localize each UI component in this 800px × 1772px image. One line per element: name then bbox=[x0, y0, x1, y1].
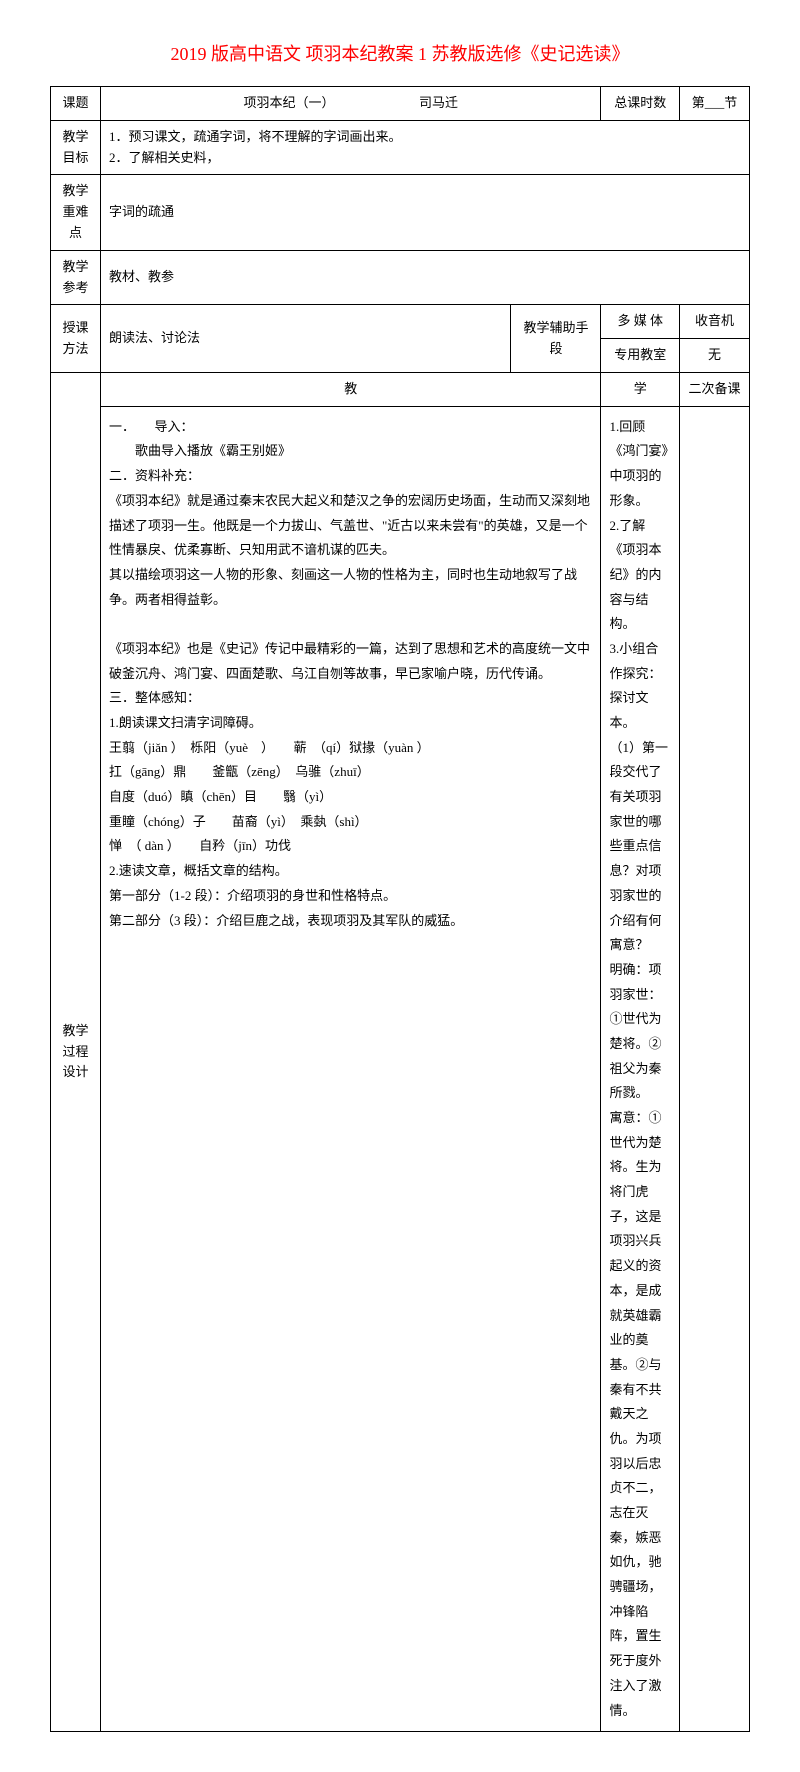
row-method-a: 授课方法 朗读法、讨论法 教学辅助手段 多 媒 体 收音机 bbox=[51, 305, 750, 339]
process-label: 教学过程设计 bbox=[51, 372, 101, 1731]
objective-content: 1．预习课文，疏通字词，将不理解的字词画出来。 2．了解相关史料， bbox=[101, 120, 750, 175]
media-value: 收音机 bbox=[680, 305, 750, 339]
reference-content: 教材、教参 bbox=[101, 250, 750, 305]
room-label: 专用教室 bbox=[601, 339, 680, 373]
section-number: 第___节 bbox=[680, 87, 750, 121]
beike-content bbox=[680, 406, 750, 1731]
focus-content: 字词的疏通 bbox=[101, 175, 750, 250]
method-label: 授课方法 bbox=[51, 305, 101, 373]
objective-label: 教学目标 bbox=[51, 120, 101, 175]
document-title: 2019 版高中语文 项羽本纪教案 1 苏教版选修《史记选读》 bbox=[50, 40, 750, 66]
beike-header: 二次备课 bbox=[680, 372, 750, 406]
room-value: 无 bbox=[680, 339, 750, 373]
row-focus: 教学重难点 字词的疏通 bbox=[51, 175, 750, 250]
topic-content: 项羽本纪（一） 司马迁 bbox=[101, 87, 601, 121]
xue-header: 学 bbox=[601, 372, 680, 406]
aux-label: 教学辅助手段 bbox=[511, 305, 601, 373]
row-reference: 教学参考 教材、教参 bbox=[51, 250, 750, 305]
topic-label: 课题 bbox=[51, 87, 101, 121]
focus-label: 教学重难点 bbox=[51, 175, 101, 250]
method-content: 朗读法、讨论法 bbox=[101, 305, 511, 373]
xue-content: 1.回顾《鸿门宴》中项羽的形象。 2.了解《项羽本纪》的内容与结构。 3.小组合… bbox=[601, 406, 680, 1731]
row-objective: 教学目标 1．预习课文，疏通字词，将不理解的字词画出来。 2．了解相关史料， bbox=[51, 120, 750, 175]
row-process-content: 一． 导入： 歌曲导入播放《霸王别姬》 二．资料补充： 《项羽本纪》就是通过秦末… bbox=[51, 406, 750, 1731]
reference-label: 教学参考 bbox=[51, 250, 101, 305]
row-topic: 课题 项羽本纪（一） 司马迁 总课时数 第___节 bbox=[51, 87, 750, 121]
lesson-plan-table: 课题 项羽本纪（一） 司马迁 总课时数 第___节 教学目标 1．预习课文，疏通… bbox=[50, 86, 750, 1732]
total-hours-label: 总课时数 bbox=[601, 87, 680, 121]
media-label: 多 媒 体 bbox=[601, 305, 680, 339]
row-section-header: 教学过程设计 教 学 二次备课 bbox=[51, 372, 750, 406]
jiao-content: 一． 导入： 歌曲导入播放《霸王别姬》 二．资料补充： 《项羽本纪》就是通过秦末… bbox=[101, 406, 601, 1731]
jiao-header: 教 bbox=[101, 372, 601, 406]
